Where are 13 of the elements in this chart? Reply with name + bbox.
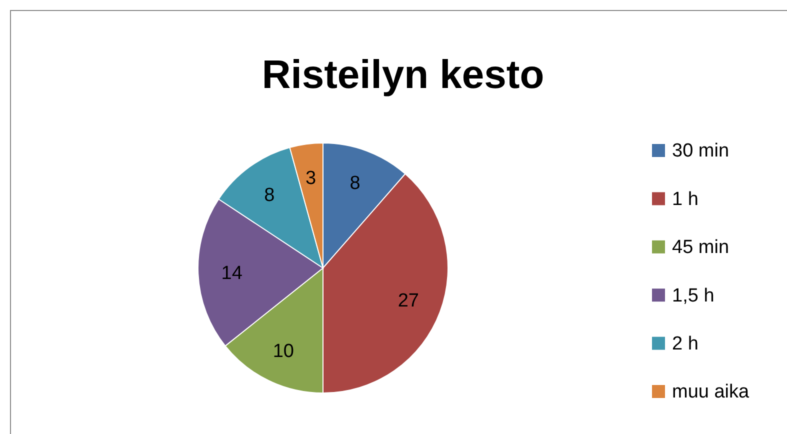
legend-label: 1 h bbox=[672, 188, 698, 210]
legend-label: 30 min bbox=[672, 140, 730, 162]
data-label: 8 bbox=[264, 184, 275, 206]
data-label: 10 bbox=[272, 340, 294, 362]
data-label: 8 bbox=[350, 173, 360, 194]
data-label: 27 bbox=[398, 290, 419, 312]
data-label: 14 bbox=[221, 262, 243, 284]
legend-label: muu aika bbox=[672, 382, 750, 403]
chart-title: Risteilyn kesto bbox=[262, 53, 544, 97]
legend-label: 1,5 h bbox=[672, 285, 714, 306]
legend-label: 2 h bbox=[672, 333, 698, 354]
data-label: 3 bbox=[305, 168, 316, 190]
legend-label: 45 min bbox=[672, 237, 730, 258]
